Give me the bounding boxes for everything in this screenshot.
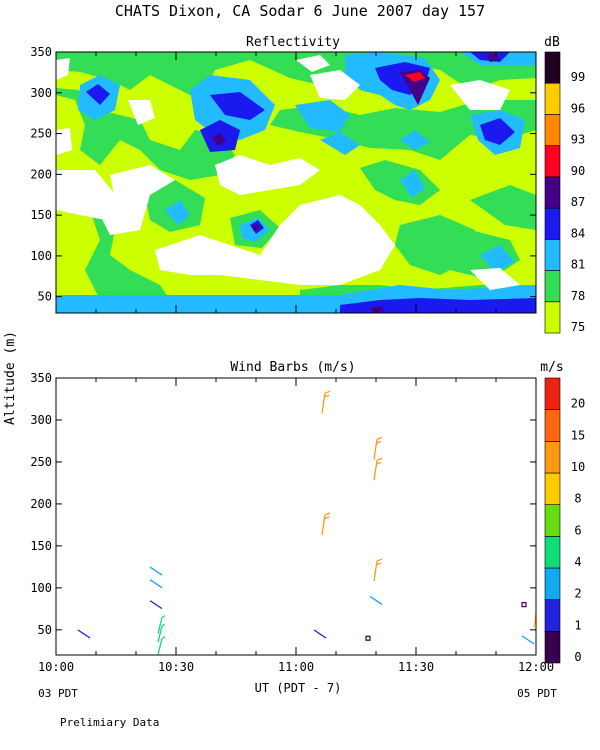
wind-colorbar: 0 1 2 4 6 8 10 15 20: [544, 377, 585, 664]
reflectivity-colorbar-unit: dB: [544, 35, 560, 50]
wind-barb: [321, 512, 331, 535]
y-tick-label: 50: [38, 623, 52, 637]
colorbar-label: 87: [571, 195, 585, 209]
colorbar-label: 84: [571, 226, 585, 240]
wind-barb: [149, 579, 163, 589]
x-axis-label: UT (PDT - 7): [255, 681, 342, 695]
colorbar-label: 10: [571, 460, 585, 474]
colorbar-swatch: [544, 409, 561, 442]
wind-barbs-title: Wind Barbs (m/s): [230, 360, 355, 375]
y-tick-label: 50: [38, 290, 52, 304]
colorbar-label: 4: [574, 555, 581, 569]
y-tick-label: 200: [30, 167, 52, 181]
y-axis-label: Altitude (m): [3, 331, 18, 425]
colorbar-label: 20: [571, 397, 585, 411]
colorbar-label: 75: [571, 320, 585, 334]
colorbar-swatch: [544, 114, 561, 146]
wind-barb: [373, 436, 383, 460]
colorbar-label: 90: [571, 164, 585, 178]
colorbar-swatch: [544, 599, 561, 632]
wind-barb: [369, 595, 383, 605]
footer-note: Prelimiary Data: [60, 716, 159, 729]
wind-barb: [373, 457, 383, 481]
reflectivity-colorbar: 75 78 81 84 87 90 93 96 99: [544, 51, 585, 334]
colorbar-swatch: [544, 536, 561, 569]
y-tick-label: 250: [30, 127, 52, 141]
colorbar-swatch: [544, 377, 561, 410]
reflectivity-x-ticks: [55, 52, 537, 313]
colorbar-swatch: [544, 82, 561, 115]
wind-barbs-panel: 50 100 150 200 250 300 350 10:00 10:30 11:00 11:3…: [30, 371, 554, 674]
colorbar-swatch: [544, 472, 561, 505]
y-tick-label: 200: [30, 497, 52, 511]
colorbar-swatch: [544, 51, 561, 84]
wind-barb: [157, 636, 166, 655]
x-tick-label: 10:00: [38, 660, 74, 674]
colorbar-label: 6: [574, 523, 581, 537]
x-tick-label: 10:30: [158, 660, 194, 674]
x-tick-label: 11:30: [398, 660, 434, 674]
colorbar-swatch: [544, 631, 561, 664]
right-local-time: 05 PDT: [517, 687, 557, 700]
y-tick-label: 100: [30, 581, 52, 595]
colorbar-swatch: [544, 504, 561, 537]
y-tick-label: 350: [30, 45, 52, 59]
wind-barb-calm: [521, 602, 527, 608]
colorbar-label: 15: [571, 428, 585, 442]
y-tick-label: 150: [30, 208, 52, 222]
wind-barb: [149, 600, 163, 610]
wind-barb: [157, 623, 166, 643]
colorbar-label: 0: [574, 650, 581, 664]
y-tick-label: 300: [30, 86, 52, 100]
reflectivity-field: [56, 52, 536, 313]
y-tick-label: 250: [30, 455, 52, 469]
colorbar-swatch: [544, 301, 561, 334]
wind-barb: [149, 566, 163, 576]
y-tick-label: 150: [30, 539, 52, 553]
figure-title: CHATS Dixon, CA Sodar 6 June 2007 day 15…: [115, 2, 485, 20]
wind-barbs-y-axis: 50 100 150 200 250 300 350: [30, 371, 536, 637]
colorbar-swatch: [544, 270, 561, 303]
colorbar-label: 8: [574, 492, 581, 506]
wind-barb-calm: [365, 635, 371, 641]
colorbar-swatch: [544, 239, 561, 271]
wind-colorbar-unit: m/s: [540, 360, 563, 375]
wind-barbs-layer: [77, 390, 536, 655]
colorbar-swatch: [544, 207, 561, 240]
reflectivity-title: Reflectivity: [246, 35, 340, 50]
y-tick-label: 100: [30, 249, 52, 263]
x-tick-label: 11:00: [278, 660, 314, 674]
reflectivity-y-axis: 50 100 150 200 250 300 350: [30, 45, 536, 304]
colorbar-swatch: [544, 441, 561, 474]
colorbar-label: 2: [574, 587, 581, 601]
wind-barb: [521, 635, 535, 645]
colorbar-label: 81: [571, 258, 585, 272]
colorbar-swatch: [544, 176, 561, 209]
colorbar-label: 78: [571, 289, 585, 303]
colorbar-swatch: [544, 567, 561, 600]
left-local-time: 03 PDT: [38, 687, 78, 700]
wind-barb: [373, 558, 383, 582]
colorbar-label: 96: [571, 101, 585, 115]
colorbar-label: 99: [571, 70, 585, 84]
y-tick-label: 350: [30, 371, 52, 385]
colorbar-label: 1: [574, 618, 581, 632]
colorbar-swatch: [544, 145, 561, 178]
wind-barb: [321, 390, 331, 414]
colorbar-label: 93: [571, 133, 585, 147]
reflectivity-panel: 50 100 150 200 250 300 350: [30, 45, 537, 314]
x-tick-label: 12:00: [518, 660, 554, 674]
wind-barb: [313, 629, 327, 639]
wind-barbs-x-axis: 10:00 10:30 11:00 11:30 12:00: [38, 378, 554, 674]
wind-barb: [77, 629, 91, 639]
wind-barb: [157, 615, 166, 634]
y-tick-label: 300: [30, 413, 52, 427]
